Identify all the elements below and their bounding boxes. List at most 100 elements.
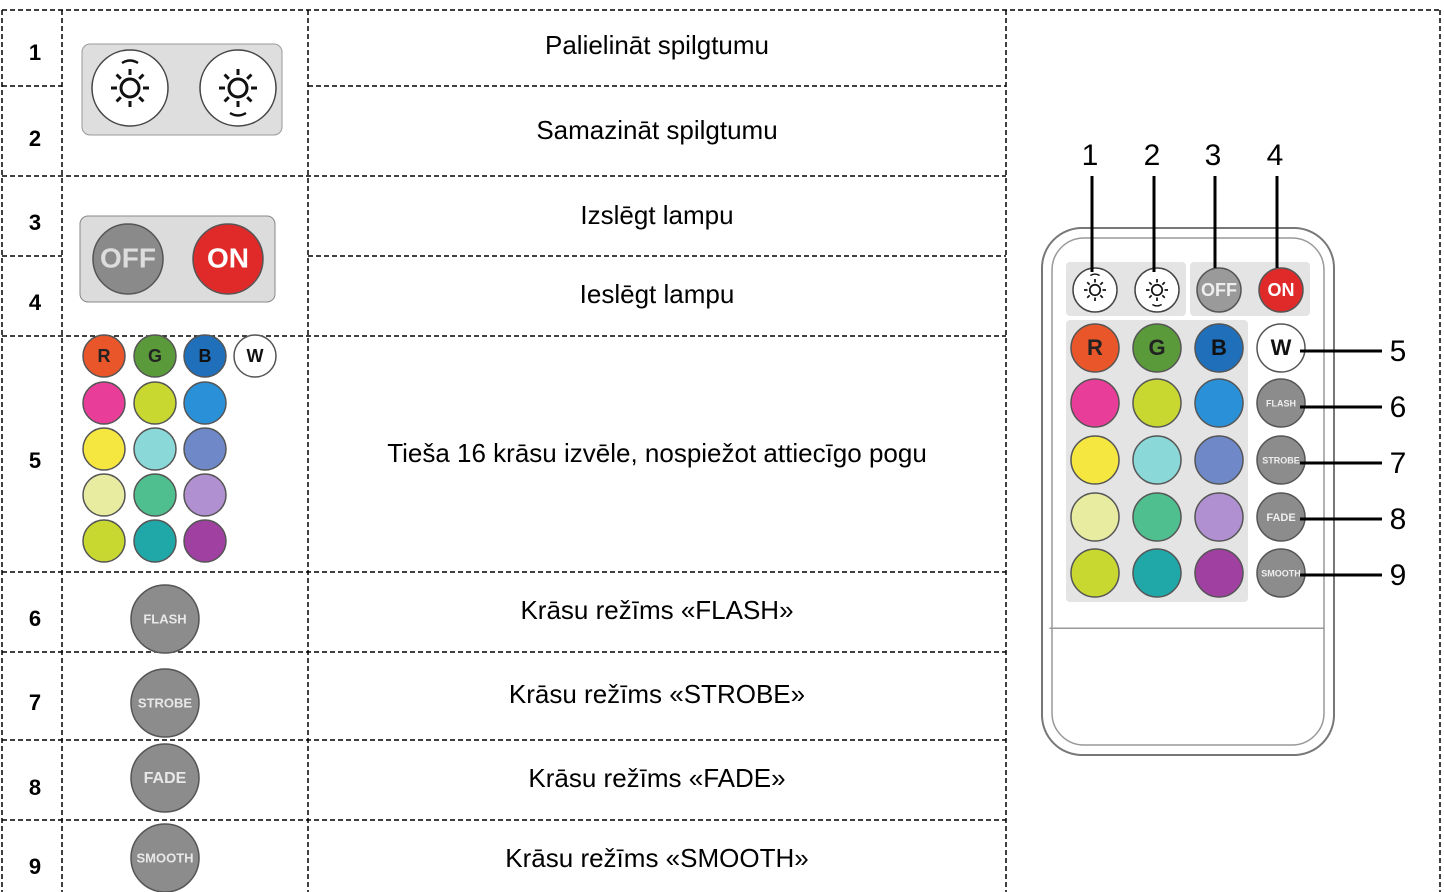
mode-button bbox=[1256, 492, 1306, 542]
off-button-label: OFF bbox=[100, 242, 156, 273]
row-description: Samazināt spilgtumu bbox=[536, 115, 777, 145]
row-number: 9 bbox=[29, 854, 41, 879]
color-button bbox=[82, 519, 126, 563]
off-button bbox=[92, 223, 164, 295]
sun-ray bbox=[1099, 281, 1104, 286]
mode-button bbox=[130, 668, 200, 738]
on-button bbox=[192, 223, 264, 295]
color-button bbox=[183, 334, 227, 378]
color-button bbox=[133, 473, 177, 517]
callout-number: 9 bbox=[1390, 559, 1407, 592]
color-button bbox=[82, 473, 126, 517]
sun-ray bbox=[138, 73, 145, 80]
mode-button-label: STROBE bbox=[1262, 455, 1300, 465]
color-button bbox=[133, 519, 177, 563]
color-button bbox=[183, 381, 227, 425]
row-number: 6 bbox=[29, 606, 41, 631]
row-number: 1 bbox=[29, 40, 41, 65]
color-button bbox=[133, 427, 177, 471]
color-button bbox=[1070, 548, 1120, 598]
mode-button-label: SMOOTH bbox=[136, 850, 193, 865]
color-button bbox=[133, 334, 177, 378]
on-button bbox=[1258, 267, 1304, 313]
color-button bbox=[1194, 323, 1244, 373]
sun-icon bbox=[227, 77, 249, 99]
table-grid bbox=[1, 9, 1442, 892]
sun-ray bbox=[1148, 294, 1153, 299]
color-button bbox=[1194, 435, 1244, 485]
off-button-label: OFF bbox=[1201, 280, 1237, 300]
brightness-button bbox=[1134, 267, 1180, 313]
color-button bbox=[82, 427, 126, 471]
color-button-label: W bbox=[1271, 335, 1292, 360]
mode-button bbox=[130, 743, 200, 813]
color-button bbox=[1070, 492, 1120, 542]
on-button-label: ON bbox=[1268, 280, 1295, 300]
color-button-label: R bbox=[1087, 335, 1103, 360]
color-button bbox=[133, 381, 177, 425]
color-button-label: W bbox=[247, 346, 264, 366]
sun-ray bbox=[1148, 281, 1153, 286]
mode-button-label: FADE bbox=[1266, 512, 1295, 524]
callout-number: 3 bbox=[1205, 139, 1222, 172]
color-button-label: G bbox=[148, 346, 162, 366]
color-button bbox=[1132, 548, 1182, 598]
callout-number: 2 bbox=[1144, 139, 1161, 172]
mode-button bbox=[1256, 548, 1306, 598]
color-button bbox=[233, 334, 277, 378]
arrow-icon bbox=[1089, 273, 1101, 277]
color-button bbox=[183, 519, 227, 563]
sun-ray bbox=[1086, 294, 1091, 299]
color-button-label: B bbox=[1211, 335, 1227, 360]
mode-button bbox=[130, 584, 200, 654]
mode-button bbox=[130, 823, 200, 892]
callout-number: 1 bbox=[1082, 139, 1099, 172]
mode-button bbox=[1256, 435, 1306, 485]
row-description: Ieslēgt lampu bbox=[580, 279, 735, 309]
row-number: 5 bbox=[29, 448, 41, 473]
on-button-label: ON bbox=[207, 242, 249, 273]
color-button bbox=[1132, 492, 1182, 542]
sun-ray bbox=[1099, 294, 1104, 299]
callout-number: 6 bbox=[1390, 391, 1407, 424]
color-button-label: B bbox=[199, 346, 212, 366]
row-description: Tieša 16 krāsu izvēle, nospiežot attiecī… bbox=[387, 438, 927, 468]
brightness-button bbox=[1072, 267, 1118, 313]
color-button bbox=[183, 427, 227, 471]
arrow-icon bbox=[229, 111, 247, 117]
row-number: 2 bbox=[29, 126, 41, 151]
arrow-icon bbox=[1151, 303, 1163, 307]
brightness-button bbox=[199, 49, 277, 127]
color-button bbox=[183, 473, 227, 517]
sun-ray bbox=[115, 73, 122, 80]
sun-ray bbox=[246, 73, 253, 80]
row-description: Palielināt spilgtumu bbox=[545, 30, 769, 60]
callout-number: 8 bbox=[1390, 503, 1407, 536]
arrow-icon bbox=[121, 59, 139, 65]
color-button bbox=[1070, 378, 1120, 428]
remote-inner bbox=[1051, 237, 1325, 746]
color-button bbox=[1132, 323, 1182, 373]
color-button bbox=[1194, 492, 1244, 542]
sun-ray bbox=[223, 73, 230, 80]
callout-number: 7 bbox=[1390, 447, 1407, 480]
brightness-button bbox=[91, 49, 169, 127]
color-button-label: R bbox=[98, 346, 111, 366]
remote-divider bbox=[1049, 627, 1325, 629]
row-description: Krāsu režīms «SMOOTH» bbox=[505, 843, 808, 873]
sun-ray bbox=[1161, 281, 1166, 286]
color-button bbox=[1070, 435, 1120, 485]
sun-ray bbox=[223, 96, 230, 103]
row-number: 8 bbox=[29, 775, 41, 800]
row-number: 7 bbox=[29, 690, 41, 715]
row-description: Krāsu režīms «STROBE» bbox=[509, 679, 805, 709]
color-button-label: G bbox=[1148, 335, 1165, 360]
color-button bbox=[82, 334, 126, 378]
mode-button-label: FADE bbox=[144, 770, 187, 787]
row-description: Izslēgt lampu bbox=[580, 200, 733, 230]
off-button bbox=[1196, 267, 1242, 313]
color-button bbox=[1070, 323, 1120, 373]
color-button bbox=[1132, 378, 1182, 428]
mode-button-label: FLASH bbox=[143, 611, 186, 626]
